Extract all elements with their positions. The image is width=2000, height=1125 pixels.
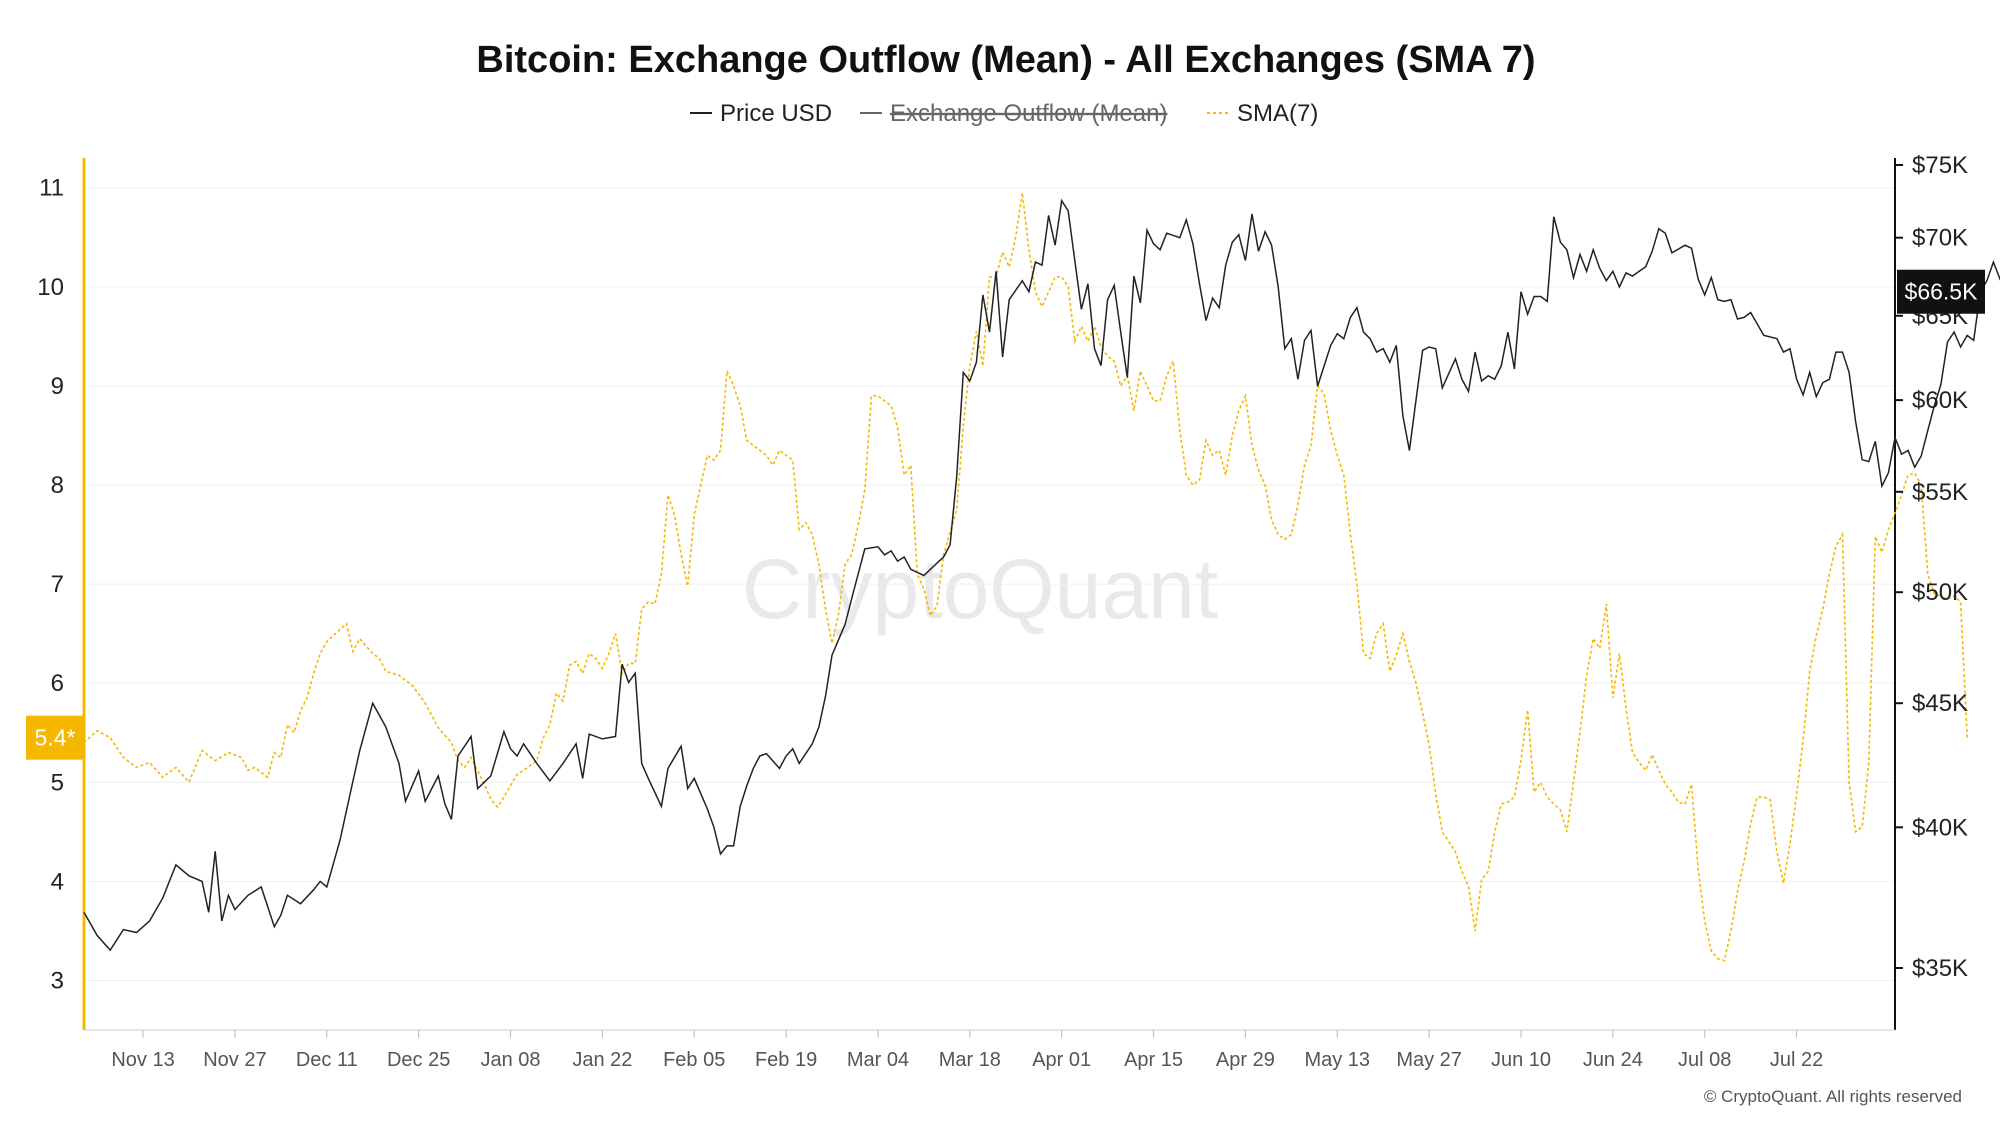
- current-sma-badge-label: 5.4*: [35, 725, 76, 751]
- x-tick-label: Jul 08: [1678, 1049, 1731, 1071]
- current-price-badge-label: $66.5K: [1905, 279, 1979, 305]
- left-tick-label: 10: [37, 274, 64, 301]
- x-tick-label: Nov 27: [203, 1049, 266, 1071]
- left-tick-label: 4: [51, 868, 64, 895]
- badges: $66.5K 5.4*: [26, 269, 1985, 760]
- legend-label-outflow: Exchange Outflow (Mean): [890, 100, 1167, 127]
- x-tick-label: Jun 24: [1583, 1049, 1643, 1071]
- x-tick-label: Jul 22: [1770, 1049, 1823, 1071]
- left-tick-label: 9: [51, 373, 64, 400]
- legend-item-sma[interactable]: SMA(7): [1207, 100, 1318, 127]
- left-tick-label: 3: [51, 967, 64, 994]
- x-tick-label: Dec 11: [296, 1049, 358, 1071]
- right-tick-label: $50K: [1912, 579, 1968, 606]
- legend-item-outflow[interactable]: Exchange Outflow (Mean): [860, 100, 1167, 127]
- left-tick-label: 6: [51, 670, 64, 697]
- gridlines: [84, 187, 1895, 981]
- right-tick-label: $55K: [1912, 479, 1968, 506]
- right-tick-label: $35K: [1912, 955, 1968, 982]
- x-tick-label: Feb 19: [755, 1049, 817, 1071]
- right-tick-label: $45K: [1912, 690, 1968, 717]
- x-tick-label: Jun 10: [1491, 1049, 1551, 1071]
- legend-label-sma: SMA(7): [1237, 100, 1318, 127]
- watermark: CryptoQuant: [742, 542, 1218, 636]
- sma7-line: [83, 192, 1968, 962]
- series: [83, 192, 2000, 962]
- x-tick-label: Dec 25: [387, 1049, 450, 1071]
- legend-label-price: Price USD: [720, 100, 832, 127]
- ticks: 34567891011$35K$40K$45K$50K$55K$60K$65K$…: [37, 152, 1968, 1071]
- left-tick-label: 7: [51, 571, 64, 598]
- x-tick-label: Jan 08: [480, 1049, 540, 1071]
- x-tick-label: May 13: [1304, 1049, 1370, 1071]
- axes: [82, 158, 1896, 1031]
- x-tick-label: Nov 13: [111, 1049, 174, 1071]
- x-tick-label: Mar 04: [847, 1049, 909, 1071]
- chart-title: Bitcoin: Exchange Outflow (Mean) - All E…: [476, 39, 1535, 81]
- x-tick-label: Jan 22: [572, 1049, 632, 1071]
- x-tick-label: Apr 15: [1124, 1049, 1183, 1071]
- current-price-badge: [1897, 269, 1985, 314]
- right-tick-label: $40K: [1912, 814, 1968, 841]
- right-tick-label: $60K: [1912, 387, 1968, 414]
- x-tick-label: Apr 29: [1216, 1049, 1275, 1071]
- right-tick-label: $75K: [1912, 152, 1968, 179]
- copyright: © CryptoQuant. All rights reserved: [1704, 1087, 1962, 1106]
- legend-item-price[interactable]: Price USD: [690, 100, 832, 127]
- left-tick-label: 11: [39, 175, 64, 202]
- x-tick-label: May 27: [1396, 1049, 1462, 1071]
- left-tick-label: 8: [51, 472, 64, 499]
- x-tick-label: Mar 18: [939, 1049, 1001, 1071]
- current-sma-badge: [26, 715, 84, 760]
- left-tick-label: 5: [51, 769, 64, 796]
- legend: Price USD Exchange Outflow (Mean) SMA(7): [690, 100, 1318, 127]
- right-tick-label: $70K: [1912, 225, 1968, 252]
- price-usd-line: [83, 198, 2000, 952]
- x-tick-label: Feb 05: [663, 1049, 725, 1071]
- x-tick-label: Apr 01: [1032, 1049, 1091, 1071]
